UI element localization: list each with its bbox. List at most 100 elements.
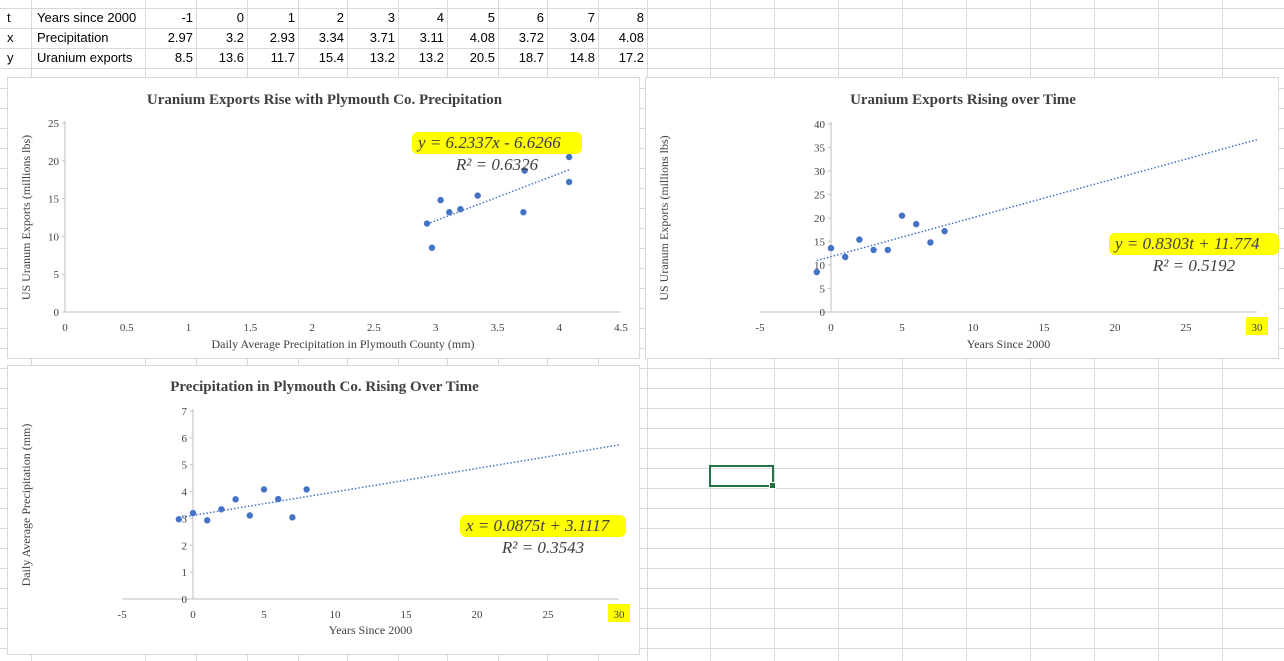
x-tick-label: 30 xyxy=(614,609,626,621)
equation-highlight xyxy=(460,515,626,537)
data-point[interactable] xyxy=(275,495,282,503)
data-point[interactable] xyxy=(260,486,268,493)
label-cell[interactable]: Years since 2000 xyxy=(37,10,137,25)
data-point[interactable] xyxy=(842,253,849,261)
value-cell[interactable]: 3.11 xyxy=(419,30,444,45)
selected-cell[interactable] xyxy=(709,465,776,489)
trendline[interactable] xyxy=(426,169,570,225)
label-cell[interactable]: Uranium exports xyxy=(37,50,133,65)
value-cell[interactable]: 4.08 xyxy=(469,30,495,45)
y-tick-label: 40 xyxy=(814,119,826,131)
data-point[interactable] xyxy=(565,153,573,161)
value-cell[interactable]: 18.7 xyxy=(518,50,544,65)
data-point[interactable] xyxy=(303,486,310,493)
data-point[interactable] xyxy=(941,227,948,235)
var-cell[interactable]: x xyxy=(7,30,14,45)
value-cell[interactable]: 17.2 xyxy=(618,50,644,65)
value-cell[interactable]: 13.2 xyxy=(369,50,395,65)
value-cell[interactable]: 2.93 xyxy=(269,30,295,45)
data-point[interactable] xyxy=(457,205,464,213)
var-cell[interactable]: t xyxy=(7,10,11,25)
value-cell[interactable]: 4 xyxy=(436,10,444,25)
data-point[interactable] xyxy=(218,506,225,513)
y-tick-label: 6 xyxy=(182,433,188,445)
x-tick-label: 15 xyxy=(1039,322,1051,334)
value-cell[interactable]: 2 xyxy=(336,10,344,25)
data-point[interactable] xyxy=(813,268,820,276)
chart-exports-over-time[interactable]: Uranium Exports Rising over Time 0 5 10 15 20… xyxy=(645,77,1279,359)
value-cell[interactable]: 11.7 xyxy=(270,50,295,65)
value-cell[interactable]: 1 xyxy=(287,10,295,25)
x-tick-label: 25 xyxy=(543,609,555,621)
value-cell[interactable]: 7 xyxy=(587,10,595,25)
x-tick-label: 5 xyxy=(899,322,905,334)
x-tick-label: 3.5 xyxy=(491,322,505,334)
value-cell[interactable]: 15.4 xyxy=(318,50,344,65)
y-tick-label: 2 xyxy=(182,540,188,552)
chart-precip-vs-exports[interactable]: Uranium Exports Rise with Plymouth Co. P… xyxy=(7,77,640,359)
data-point[interactable] xyxy=(898,212,906,219)
data-point[interactable] xyxy=(175,516,182,523)
chart-svg: Precipitation in Plymouth Co. Rising Ove… xyxy=(19,379,630,637)
value-cell[interactable]: 6 xyxy=(536,10,544,25)
data-point[interactable] xyxy=(565,178,573,186)
data-point[interactable] xyxy=(428,244,436,251)
y-tick-label: 3 xyxy=(182,513,188,525)
value-cell[interactable]: 3.34 xyxy=(318,30,344,45)
value-cell[interactable]: 3.04 xyxy=(569,30,595,45)
value-cell[interactable]: 5 xyxy=(487,10,495,25)
data-point[interactable] xyxy=(827,244,835,252)
data-point[interactable] xyxy=(204,517,211,524)
data-point[interactable] xyxy=(232,496,239,503)
trendline[interactable] xyxy=(816,138,1258,262)
y-tick-label: 35 xyxy=(814,143,826,155)
trendline-equation[interactable]: x = 0.0875t + 3.1117 xyxy=(465,516,611,535)
value-cell[interactable]: 3.2 xyxy=(225,30,244,45)
data-point[interactable] xyxy=(856,236,863,243)
value-cell[interactable]: 2.97 xyxy=(167,30,193,45)
x-tick-label: 2 xyxy=(309,322,315,334)
label-cell[interactable]: Precipitation xyxy=(37,30,109,45)
data-point[interactable] xyxy=(474,192,481,199)
x-axis-title: Years Since 2000 xyxy=(329,623,412,637)
value-cell[interactable]: 3.71 xyxy=(369,30,395,45)
r-squared-label[interactable]: R² = 0.6326 xyxy=(455,155,539,174)
r-squared-label[interactable]: R² = 0.3543 xyxy=(501,538,584,557)
data-point[interactable] xyxy=(927,239,934,246)
value-cell[interactable]: 4.08 xyxy=(618,30,644,45)
data-point[interactable] xyxy=(423,220,431,227)
data-point[interactable] xyxy=(189,509,197,517)
data-point[interactable] xyxy=(870,246,877,254)
value-cell[interactable]: 14.8 xyxy=(569,50,595,65)
var-cell[interactable]: y xyxy=(7,50,14,65)
chart-precip-over-time[interactable]: Precipitation in Plymouth Co. Rising Ove… xyxy=(7,365,640,655)
y-tick-label: 5 xyxy=(182,460,188,472)
trendline[interactable] xyxy=(178,444,620,519)
trendline-equation[interactable]: y = 0.8303t + 11.774 xyxy=(1113,234,1260,253)
data-point[interactable] xyxy=(913,220,920,228)
value-cell[interactable]: 13.6 xyxy=(218,50,244,65)
table-row: y Uranium exports 8.5 13.6 11.7 15.4 13.… xyxy=(0,48,660,68)
data-point[interactable] xyxy=(520,209,527,216)
value-cell[interactable]: 8.5 xyxy=(174,50,193,65)
y-tick-label: 1 xyxy=(182,567,188,579)
x-tick-label: -5 xyxy=(117,609,127,621)
value-cell[interactable]: 3.72 xyxy=(518,30,544,45)
data-point[interactable] xyxy=(884,246,891,254)
r-squared-label[interactable]: R² = 0.5192 xyxy=(1152,256,1236,275)
value-cell[interactable]: -1 xyxy=(181,10,193,25)
value-cell[interactable]: 3 xyxy=(387,10,395,25)
value-cell[interactable]: 20.5 xyxy=(469,50,495,65)
trendline-equation[interactable]: y = 6.2337x - 6.6266 xyxy=(416,133,561,152)
data-point[interactable] xyxy=(446,209,453,216)
x-tick-label: 20 xyxy=(1110,322,1122,334)
data-point[interactable] xyxy=(437,196,444,204)
data-point[interactable] xyxy=(246,512,253,519)
data-point[interactable] xyxy=(289,514,296,521)
value-cell[interactable]: 8 xyxy=(636,10,644,25)
value-cell[interactable]: 0 xyxy=(236,10,244,25)
value-cell[interactable]: 13.2 xyxy=(418,50,444,65)
y-tick-label: 15 xyxy=(814,237,826,249)
data-point[interactable] xyxy=(521,167,528,174)
x-tick-label: 30 xyxy=(1252,322,1264,334)
